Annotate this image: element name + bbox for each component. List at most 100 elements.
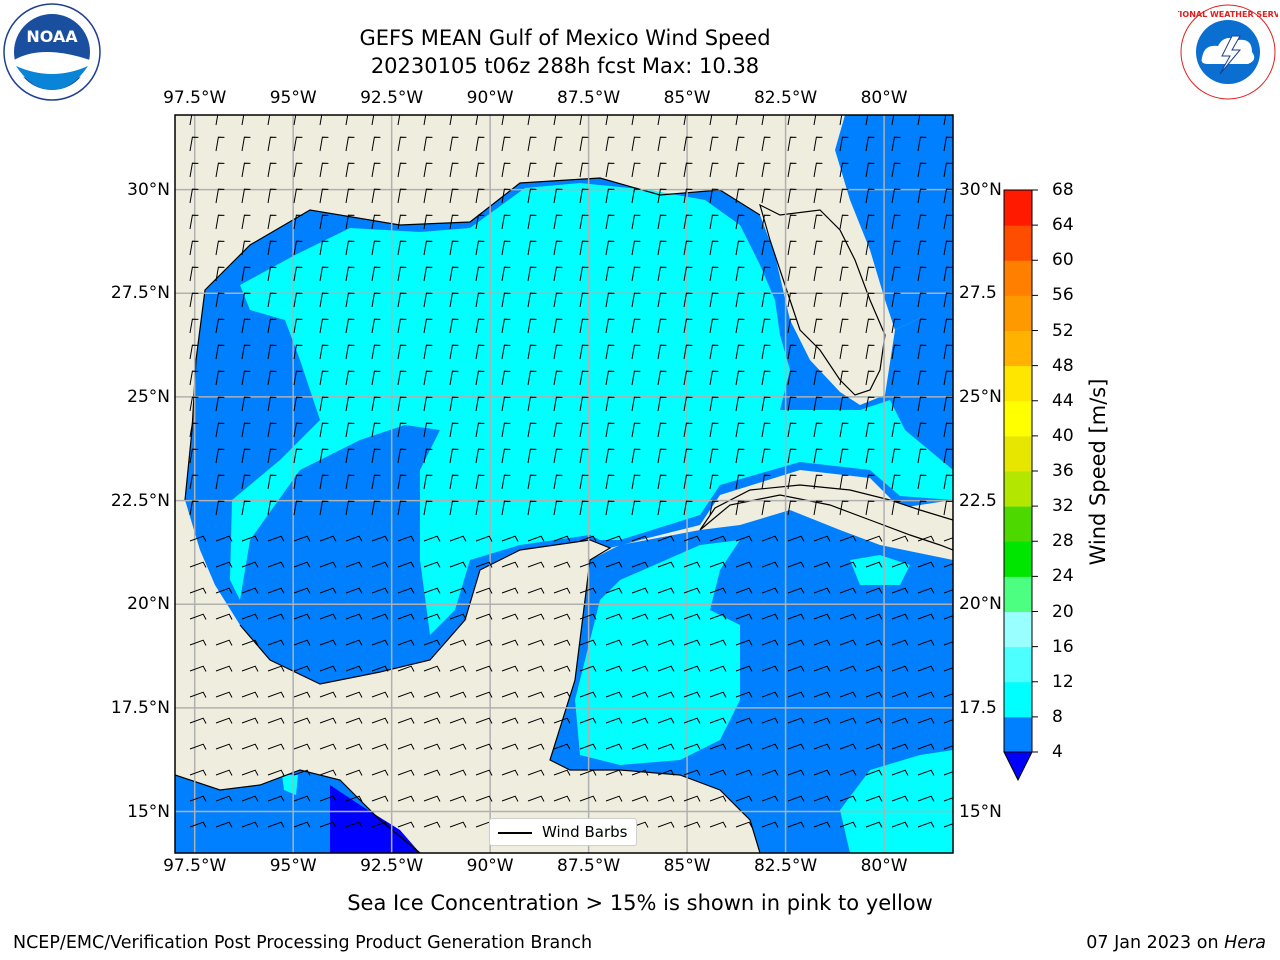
wind-barb [787,214,797,230]
wind-barb [215,370,225,386]
wind-barb [553,769,571,776]
wind-barb [839,691,857,698]
colorbar-tick-label: 64 [1052,215,1074,236]
wind-barb [345,136,355,152]
wind-barb [917,240,927,256]
wind-barb [527,500,537,516]
wind-barb [631,613,649,620]
wind-barb [345,115,349,126]
wind-barb [397,743,415,750]
wind-barb [371,292,381,308]
wind-barb [917,613,935,620]
wind-barb [917,535,935,542]
coastline [175,177,761,853]
wind-barb [787,422,797,438]
wind-barb [449,162,459,178]
wind-barb [501,115,505,126]
wind-barb [839,587,857,594]
wind-barb [345,587,363,594]
wind-barb [657,292,667,308]
wind-barb [761,318,771,334]
wind-barb [891,535,909,542]
wind-barb [891,422,901,438]
wind-barb [475,240,485,256]
wind-barb [527,587,545,594]
wind-barb [319,370,329,386]
wind-barb [267,717,285,724]
wind-barb [345,448,355,464]
wind-barb [189,396,199,412]
wind-barb [865,474,875,490]
wind-barb [839,474,849,490]
wind-barb [943,641,953,646]
wind-barb [475,743,493,750]
wind-barb [449,769,467,776]
wind-barb [501,292,511,308]
wind-barb [215,769,233,776]
colorbar-segment [1004,365,1032,402]
wind-barb [267,162,277,178]
wind-barb [293,292,303,308]
wind-barb [345,769,363,776]
wind-barb [787,115,791,126]
wind-barb [735,639,753,646]
wind-barb [839,448,849,464]
wind-barb [917,292,927,308]
wind-barb [865,318,875,334]
wind-barb [423,292,433,308]
wind-barb [579,318,589,334]
wind-barb [397,821,415,828]
wind-barb [891,292,901,308]
wind-barb [761,240,771,256]
wind-barb [605,743,623,750]
wind-barb [605,188,615,204]
wind-barb [917,214,927,230]
wind-barb [189,561,207,568]
wind-barb [475,613,493,620]
wind-barb [943,370,953,386]
map-frame [174,114,954,854]
wind-barb [579,795,597,802]
wind-barb [839,535,857,542]
wind-barb [709,743,727,750]
wind-barb [397,474,407,490]
lat-tick-left: 25°N [127,386,170,407]
wind-barb [423,318,433,334]
wind-barb [475,266,485,282]
wind-barb [943,667,953,672]
wind-barb [735,370,745,386]
lat-tick-left: 20°N [127,594,170,615]
wind-barb [813,162,823,178]
wind-barb [579,370,589,386]
wind-barb [527,474,537,490]
wind-barb [709,613,727,620]
pacific-wind-8-12 [282,775,298,795]
wind-barb [943,318,953,334]
wind-barb [735,535,753,542]
wind-barb [709,639,727,646]
lon-tick-top: 90°W [466,88,514,108]
wind-barb [501,795,519,802]
wind-barb [475,535,493,542]
wind-barb [683,370,693,386]
wind-barb [267,115,271,126]
wind-barb [475,448,485,464]
map-subtitle: 20230105 t06z 288h fcst Max: 10.38 [370,54,760,78]
colorbar-segment [1004,611,1032,648]
wind-barb [787,370,797,386]
wind-barb [345,717,363,724]
wind-barb [813,292,823,308]
wind-barb [943,422,953,438]
wind-barb [917,639,935,646]
wind-barb [579,188,589,204]
wind-barb [943,266,953,282]
wind-barb [241,115,245,126]
wind-barb [267,448,277,464]
wind-barb [397,396,407,412]
wind-barb [475,691,493,698]
wind-barb [813,500,823,516]
wind-barb [683,162,693,178]
wind-barb [449,344,459,360]
wind-barb [917,370,927,386]
wind-barb [657,561,675,568]
